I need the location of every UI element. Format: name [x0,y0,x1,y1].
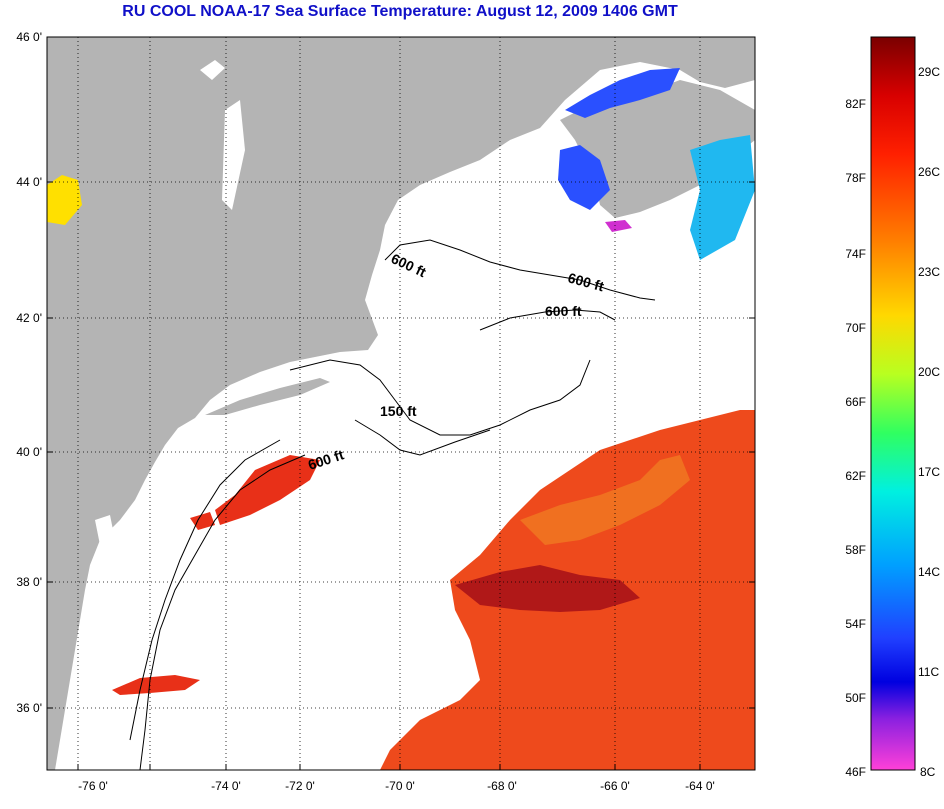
sst-nearshore-patch [215,455,320,525]
lon-label: -66 0' [600,779,630,793]
lat-label: 38 0' [16,575,42,589]
lon-label: -70 0' [385,779,415,793]
bathymetry-contour [289,359,591,436]
lon-label: -74 0' [211,779,241,793]
bathymetry-contour [479,309,616,331]
colorbar-f-label: 70F [845,321,866,335]
contour-label: 150 ft [380,403,417,419]
colorbar-c-label: 26C [918,165,940,179]
colorbar-f-label: 78F [845,171,866,185]
lat-label: 44 0' [16,175,42,189]
bathymetry-contour [354,419,491,456]
sst-cool-patch [565,68,680,118]
colorbar-c-label: 14C [918,565,940,579]
colorbar-f-label: 74F [845,247,866,261]
colorbar-c-label: 23C [918,265,940,279]
colorbar-celsius-labels: 29C 26C 23C 20C 17C 14C 11C 8C [918,65,940,779]
bathymetry-contour [129,439,281,741]
bathymetry-contour [139,454,306,770]
us-coast-land [47,37,755,770]
map-title: RU COOL NOAA-17 Sea Surface Temperature:… [122,3,678,20]
lake-patch [222,100,245,210]
sst-nearshore-patch [112,675,200,695]
lake-patch [200,60,225,80]
lat-label: 46 0' [16,30,42,44]
colorbar-f-label: 82F [845,97,866,111]
lon-label: -76 0' [78,779,108,793]
colorbar-c-label: 11C [918,665,939,679]
lake-patch [95,515,115,545]
sst-cyan-patch [690,135,755,260]
lat-label: 42 0' [16,311,42,325]
colorbar-c-label: 17C [918,465,940,479]
colorbar-f-label: 66F [845,395,866,409]
colorbar-f-label: 50F [845,691,866,705]
map-frame [46,36,756,771]
colorbar-f-label: 54F [845,617,866,631]
nova-scotia-land [560,80,755,218]
colorbar-c-label: 20C [918,365,940,379]
lon-label: -72 0' [285,779,315,793]
sst-nearshore-patch [190,512,215,530]
lon-label: -64 0' [685,779,715,793]
colorbar-f-label: 46F [845,765,866,779]
bathymetry-contour [384,239,656,301]
colorbar-c-label: 29C [918,65,940,79]
axis-ticks [47,36,755,770]
map-content: 600 ft 600 ft 600 ft 150 ft 600 ft [47,37,755,770]
lat-label: 36 0' [16,701,42,715]
colorbar-fahrenheit-labels: 82F 78F 74F 70F 66F 62F 58F 54F 50F 46F [845,97,866,779]
lat-label: 40 0' [16,445,42,459]
sst-magenta-patch [605,220,632,232]
lon-label: -68 0' [487,779,517,793]
colorbar-c-label: 8C [920,765,936,779]
colorbar-f-label: 62F [845,469,866,483]
contour-label: 600 ft [545,303,582,319]
sst-cool-patch [558,145,610,210]
long-island-land [205,378,330,415]
colorbar-f-label: 58F [845,543,866,557]
colorbar [870,36,916,771]
sst-yellow-patch [47,175,82,225]
sst-hot-patch [455,565,640,612]
sst-orange-patch [520,455,690,545]
